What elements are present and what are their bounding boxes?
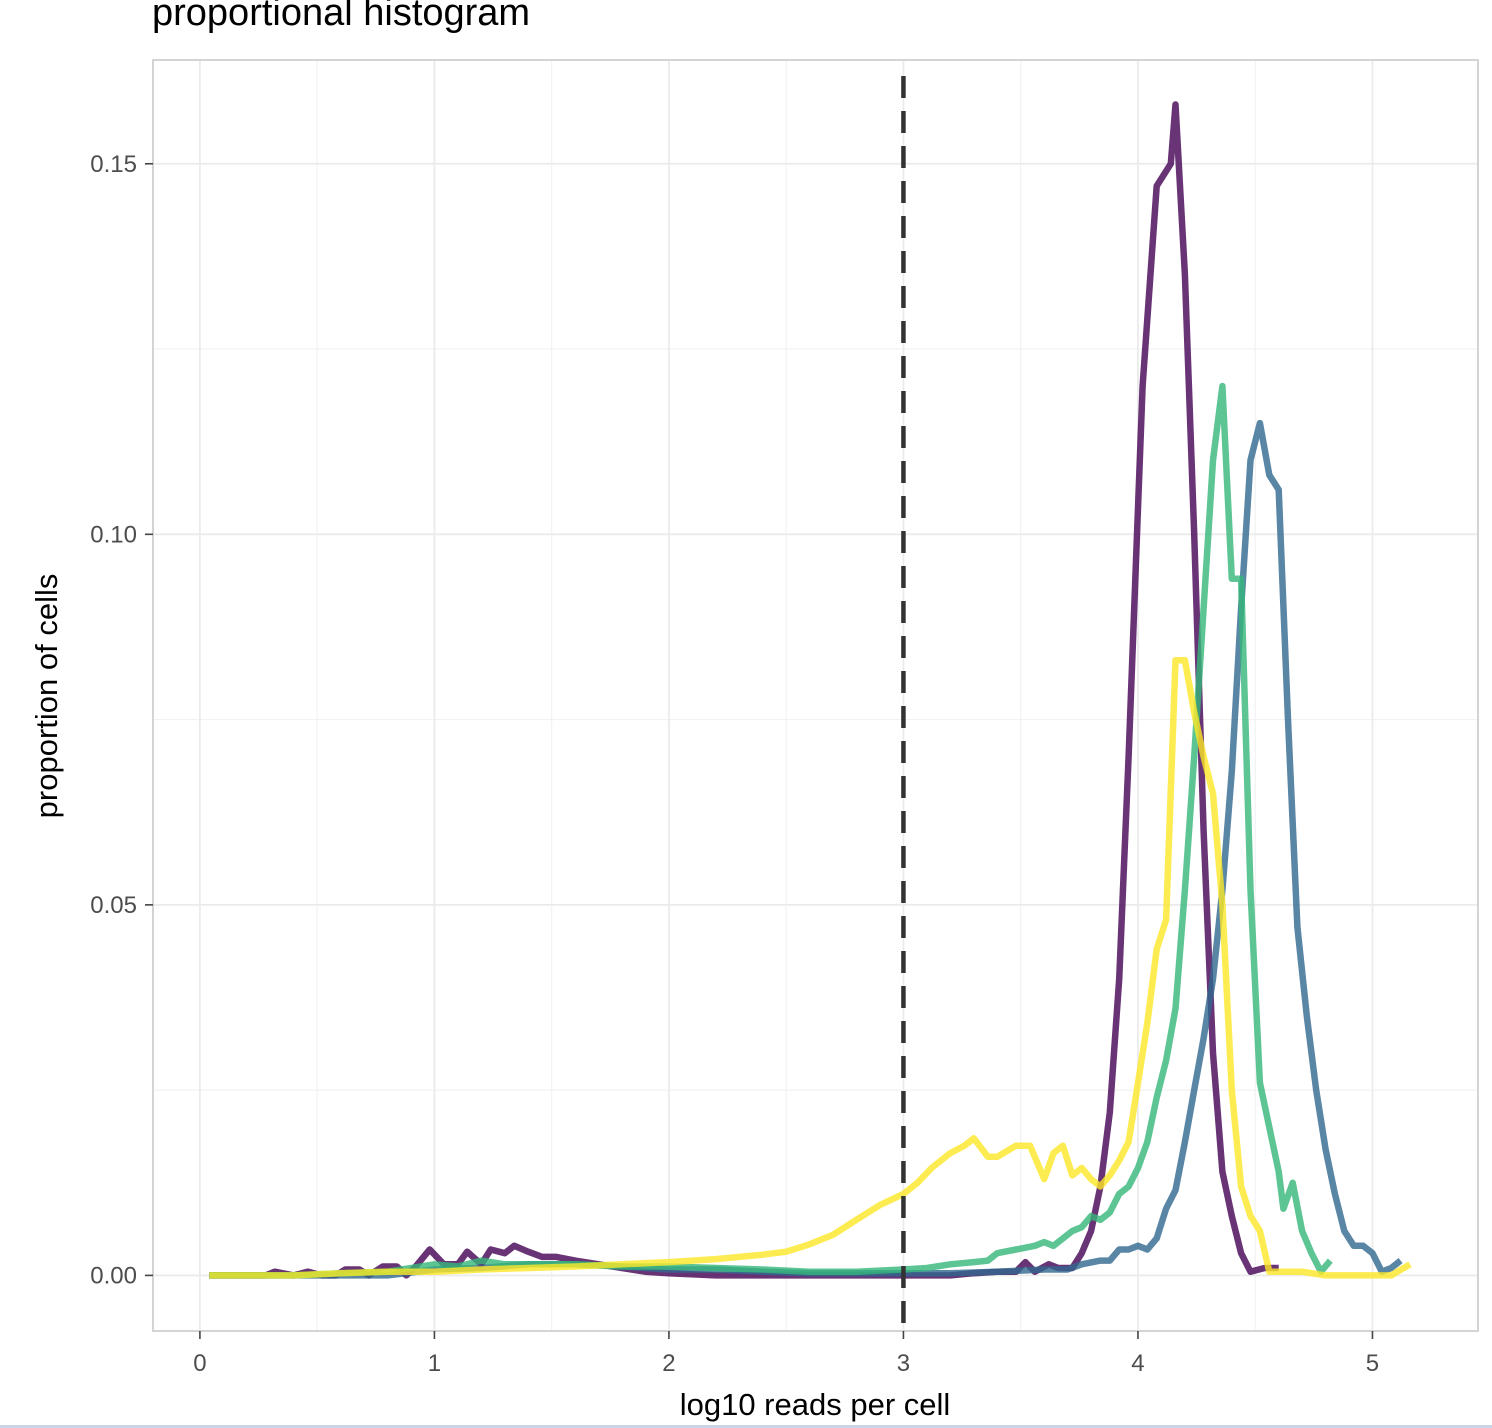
x-axis-ticks: 0 1 2 3 4 5 <box>193 1331 1379 1377</box>
x-axis-title: log10 reads per cell <box>680 1387 951 1422</box>
y-tick-label: 0.00 <box>90 1262 137 1289</box>
y-tick-label: 0.05 <box>90 892 137 919</box>
bottom-divider <box>0 1425 1492 1428</box>
x-tick-label: 3 <box>897 1350 910 1377</box>
series-line-3 <box>209 382 1333 1279</box>
grid-lines <box>153 60 1478 1331</box>
y-tick-label: 0.15 <box>90 151 137 178</box>
y-axis-ticks: 0.00 0.05 0.10 0.15 <box>90 151 153 1289</box>
y-axis-title: proportion of cells <box>29 574 64 819</box>
x-tick-label: 5 <box>1366 1350 1379 1377</box>
x-tick-label: 4 <box>1131 1350 1144 1377</box>
series-line-1 <box>209 101 1279 1279</box>
series-lines <box>209 101 1412 1279</box>
x-tick-label: 1 <box>428 1350 441 1377</box>
x-tick-label: 2 <box>662 1350 675 1377</box>
series-line-4 <box>209 657 1412 1279</box>
x-tick-label: 0 <box>193 1350 206 1377</box>
plot-panel-border <box>152 59 1479 1332</box>
y-tick-label: 0.10 <box>90 521 137 548</box>
chart-title: proportional histogram <box>152 0 531 34</box>
